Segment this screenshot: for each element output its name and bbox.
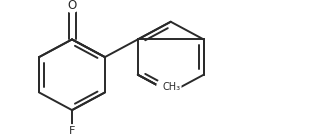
Circle shape bbox=[65, 125, 79, 138]
Text: O: O bbox=[68, 0, 76, 12]
Text: F: F bbox=[69, 126, 75, 136]
Circle shape bbox=[65, 0, 79, 12]
Text: CH₃: CH₃ bbox=[163, 82, 181, 92]
Circle shape bbox=[157, 76, 181, 98]
